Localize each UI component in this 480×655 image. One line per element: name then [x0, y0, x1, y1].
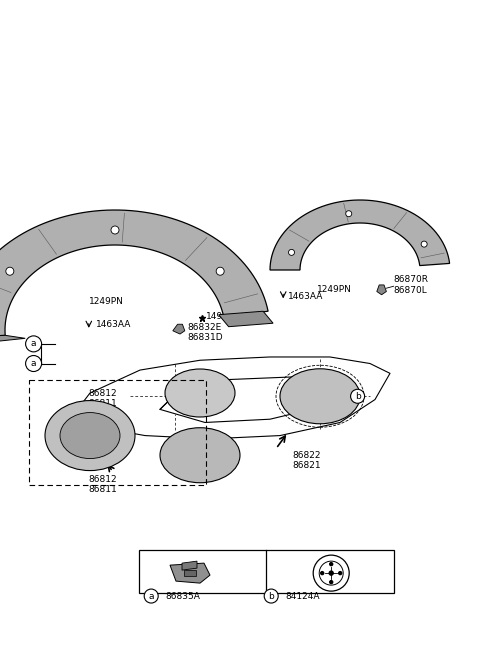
- Ellipse shape: [60, 413, 120, 458]
- Polygon shape: [0, 335, 25, 346]
- Text: 86835A: 86835A: [166, 591, 201, 601]
- Circle shape: [329, 571, 333, 575]
- Text: a: a: [31, 359, 36, 368]
- Text: a: a: [148, 591, 154, 601]
- Circle shape: [330, 580, 333, 584]
- Circle shape: [288, 250, 295, 255]
- Polygon shape: [173, 324, 185, 334]
- Circle shape: [25, 356, 42, 371]
- Circle shape: [216, 267, 224, 275]
- Text: 86812
86811: 86812 86811: [89, 475, 118, 495]
- Text: 1463AA: 1463AA: [288, 291, 324, 301]
- Polygon shape: [182, 561, 197, 570]
- Ellipse shape: [280, 369, 360, 424]
- Circle shape: [313, 555, 349, 591]
- Polygon shape: [377, 285, 386, 295]
- Text: 1249PN: 1249PN: [89, 297, 124, 306]
- Circle shape: [111, 226, 119, 234]
- Bar: [139, 550, 394, 593]
- Polygon shape: [270, 200, 450, 270]
- Polygon shape: [160, 377, 350, 422]
- Circle shape: [339, 572, 342, 574]
- Text: b: b: [355, 392, 360, 401]
- Polygon shape: [219, 311, 273, 327]
- Text: 84124A: 84124A: [286, 591, 320, 601]
- Ellipse shape: [45, 401, 135, 470]
- Polygon shape: [55, 357, 390, 439]
- Bar: [184, 570, 196, 576]
- Circle shape: [264, 589, 278, 603]
- Circle shape: [330, 563, 333, 566]
- Circle shape: [346, 211, 352, 217]
- Text: 86812
86811: 86812 86811: [89, 389, 118, 409]
- Circle shape: [25, 336, 42, 352]
- Ellipse shape: [160, 428, 240, 483]
- Circle shape: [144, 589, 158, 603]
- Circle shape: [321, 572, 324, 574]
- Circle shape: [350, 389, 365, 403]
- Text: b: b: [268, 591, 274, 601]
- Text: 1249PN: 1249PN: [317, 285, 352, 294]
- Text: a: a: [31, 339, 36, 348]
- Text: 1463AA: 1463AA: [96, 320, 132, 329]
- Text: 86832E
86831D: 86832E 86831D: [187, 323, 223, 343]
- Text: 1491JB: 1491JB: [206, 312, 238, 321]
- Circle shape: [6, 267, 14, 275]
- Polygon shape: [0, 210, 268, 337]
- Bar: [29, 380, 206, 485]
- Text: 86822
86821: 86822 86821: [293, 451, 322, 470]
- Text: 86870R
86870L: 86870R 86870L: [394, 275, 429, 295]
- Circle shape: [421, 241, 427, 247]
- Ellipse shape: [165, 369, 235, 417]
- Polygon shape: [170, 563, 210, 583]
